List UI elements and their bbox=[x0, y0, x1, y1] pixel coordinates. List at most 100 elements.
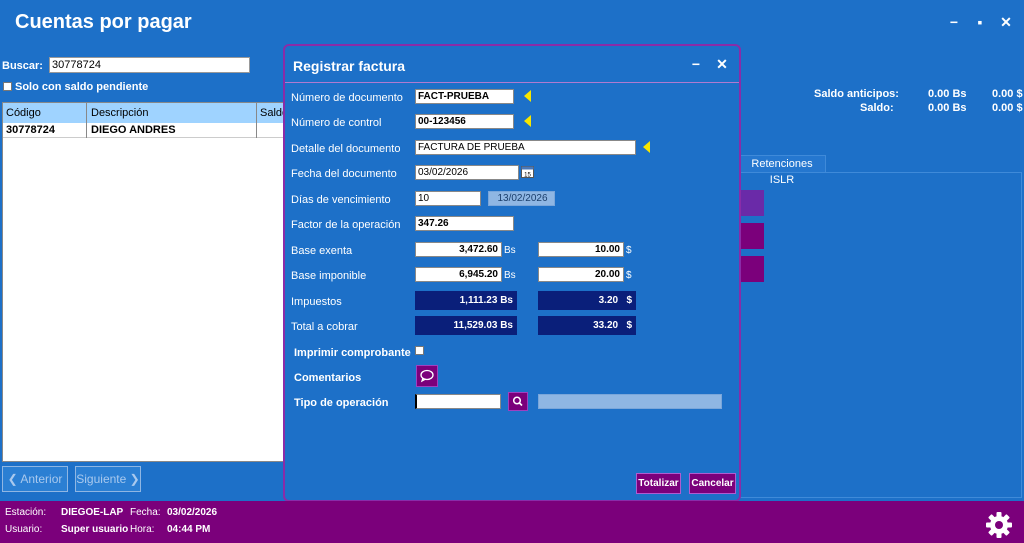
base-imponible-label: Base imponible bbox=[291, 270, 367, 282]
saldo-label: Saldo: bbox=[860, 102, 894, 114]
action-tile[interactable] bbox=[740, 223, 764, 249]
search-icon bbox=[512, 396, 523, 407]
gear-icon[interactable] bbox=[984, 510, 1014, 540]
dias-label: Días de vencimiento bbox=[291, 194, 391, 206]
impuestos-usd-field: 3.20 $ bbox=[538, 291, 636, 310]
estacion-label: Estación: bbox=[5, 507, 47, 518]
tab-retenciones-islr[interactable]: Retenciones ISLR bbox=[738, 155, 826, 186]
detalle-label: Detalle del documento bbox=[291, 143, 401, 155]
base-exenta-bs-input[interactable]: 3,472.60 bbox=[415, 242, 502, 257]
tipo-operacion-description bbox=[538, 394, 722, 409]
comentarios-button[interactable] bbox=[416, 365, 438, 387]
cell-descripcion: DIEGO ANDRES bbox=[91, 124, 176, 136]
totalizar-button[interactable]: Totalizar bbox=[636, 473, 681, 494]
hora-label: Hora: bbox=[130, 524, 155, 535]
base-exenta-label: Base exenta bbox=[291, 245, 353, 257]
grid-header: Código Descripción Saldo bbox=[3, 103, 283, 123]
register-invoice-dialog: Registrar factura − ✕ Número de document… bbox=[283, 44, 741, 502]
fecha-label: Fecha: bbox=[130, 507, 161, 518]
cancelar-button[interactable]: Cancelar bbox=[689, 473, 736, 494]
dialog-minimize-button[interactable]: − bbox=[691, 56, 701, 72]
detalle-input[interactable]: FACTURA DE PRUEBA bbox=[415, 140, 636, 155]
total-bs-field: 11,529.03 Bs bbox=[415, 316, 517, 335]
table-row[interactable]: 30778724 DIEGO ANDRES bbox=[3, 123, 283, 138]
factor-label: Factor de la operación bbox=[291, 219, 401, 231]
saldo-anticipos-bs: 0.00 Bs bbox=[928, 88, 967, 100]
dias-input[interactable]: 10 bbox=[415, 191, 481, 206]
supplier-grid[interactable]: Código Descripción Saldo 30778724 DIEGO … bbox=[2, 102, 284, 462]
saldo-bs: 0.00 Bs bbox=[928, 102, 967, 114]
base-exenta-usd-input[interactable]: 10.00 bbox=[538, 242, 624, 257]
numero-documento-label: Número de documento bbox=[291, 92, 403, 104]
saldo-anticipos-usd: 0.00 $ bbox=[992, 88, 1023, 100]
maximize-button[interactable]: ▪ bbox=[977, 14, 983, 30]
column-codigo[interactable]: Código bbox=[6, 107, 41, 119]
next-button[interactable]: Siguiente ❯ bbox=[75, 466, 141, 492]
unit-usd: $ bbox=[626, 270, 632, 281]
search-input[interactable]: 30778724 bbox=[49, 57, 250, 73]
chevron-left-icon: ❮ bbox=[7, 472, 18, 486]
imprimir-checkbox[interactable] bbox=[415, 346, 424, 355]
column-descripcion[interactable]: Descripción bbox=[91, 107, 149, 119]
comment-icon bbox=[420, 369, 434, 383]
unit-bs: Bs bbox=[504, 245, 516, 256]
search-label: Buscar: bbox=[2, 60, 43, 72]
tipo-operacion-search-button[interactable] bbox=[508, 392, 528, 411]
total-usd-field: 33.20 $ bbox=[538, 316, 636, 335]
saldo-usd: 0.00 $ bbox=[992, 102, 1023, 114]
column-saldo[interactable]: Saldo bbox=[260, 107, 283, 119]
impuestos-bs-field: 1,111.23 Bs bbox=[415, 291, 517, 310]
vencimiento-field: 13/02/2026 bbox=[488, 191, 555, 206]
numero-control-input[interactable]: 00-123456 bbox=[415, 114, 514, 129]
hora-value: 04:44 PM bbox=[167, 524, 211, 535]
previous-label: Anterior bbox=[20, 472, 63, 486]
column-divider bbox=[86, 103, 87, 138]
unit-usd: $ bbox=[626, 320, 632, 331]
estacion-value: DIEGOE-LAP bbox=[61, 507, 124, 518]
fecha-label: Fecha del documento bbox=[291, 168, 397, 180]
usuario-label: Usuario: bbox=[5, 524, 43, 535]
tipo-operacion-input[interactable] bbox=[415, 394, 501, 409]
tipo-operacion-label: Tipo de operación bbox=[294, 397, 389, 409]
required-marker-icon bbox=[524, 115, 531, 127]
numero-documento-input[interactable]: FACT-PRUEBA bbox=[415, 89, 514, 104]
imprimir-label: Imprimir comprobante bbox=[294, 347, 411, 359]
base-imponible-usd-input[interactable]: 20.00 bbox=[538, 267, 624, 282]
pending-label: Solo con saldo pendiente bbox=[15, 81, 149, 93]
fecha-input[interactable]: 03/02/2026 bbox=[415, 165, 519, 180]
status-bar: Estación: DIEGOE-LAP Fecha: 03/02/2026 U… bbox=[0, 501, 1024, 543]
column-divider bbox=[256, 103, 257, 138]
unit-bs: Bs bbox=[504, 270, 516, 281]
close-button[interactable]: ✕ bbox=[1000, 14, 1012, 30]
next-label: Siguiente bbox=[76, 472, 127, 486]
supplier-list-pane: Buscar: 30778724 Solo con saldo pendient… bbox=[0, 44, 284, 501]
comentarios-label: Comentarios bbox=[294, 372, 362, 384]
pending-checkbox[interactable] bbox=[3, 82, 12, 91]
app-title: Cuentas por pagar bbox=[15, 11, 192, 33]
numero-control-label: Número de control bbox=[291, 117, 382, 129]
saldo-anticipos-label: Saldo anticipos: bbox=[814, 88, 899, 100]
fecha-value: 03/02/2026 bbox=[167, 507, 218, 518]
action-tile[interactable] bbox=[740, 190, 764, 216]
usuario-value: Super usuario bbox=[61, 524, 129, 535]
minimize-button[interactable]: − bbox=[949, 14, 959, 30]
factor-input[interactable]: 347.26 bbox=[415, 216, 514, 231]
unit-usd: $ bbox=[626, 295, 632, 306]
cell-codigo: 30778724 bbox=[6, 124, 55, 136]
total-usd-value: 33.20 bbox=[593, 320, 619, 331]
dialog-close-button[interactable]: ✕ bbox=[716, 56, 728, 72]
title-bar: Cuentas por pagar − ▪ ✕ bbox=[0, 0, 1024, 44]
action-tile[interactable] bbox=[740, 256, 764, 282]
required-marker-icon bbox=[643, 141, 650, 153]
impuestos-usd-value: 3.20 bbox=[598, 295, 619, 306]
required-marker-icon bbox=[524, 90, 531, 102]
dialog-title: Registrar factura bbox=[293, 58, 406, 74]
dialog-divider bbox=[285, 82, 739, 83]
previous-button[interactable]: ❮ Anterior bbox=[2, 466, 68, 492]
svg-text:15: 15 bbox=[524, 173, 531, 179]
unit-usd: $ bbox=[626, 245, 632, 256]
chevron-right-icon: ❯ bbox=[129, 472, 140, 486]
calendar-icon[interactable]: 15 bbox=[521, 165, 534, 178]
right-panel bbox=[740, 172, 1022, 498]
base-imponible-bs-input[interactable]: 6,945.20 bbox=[415, 267, 502, 282]
